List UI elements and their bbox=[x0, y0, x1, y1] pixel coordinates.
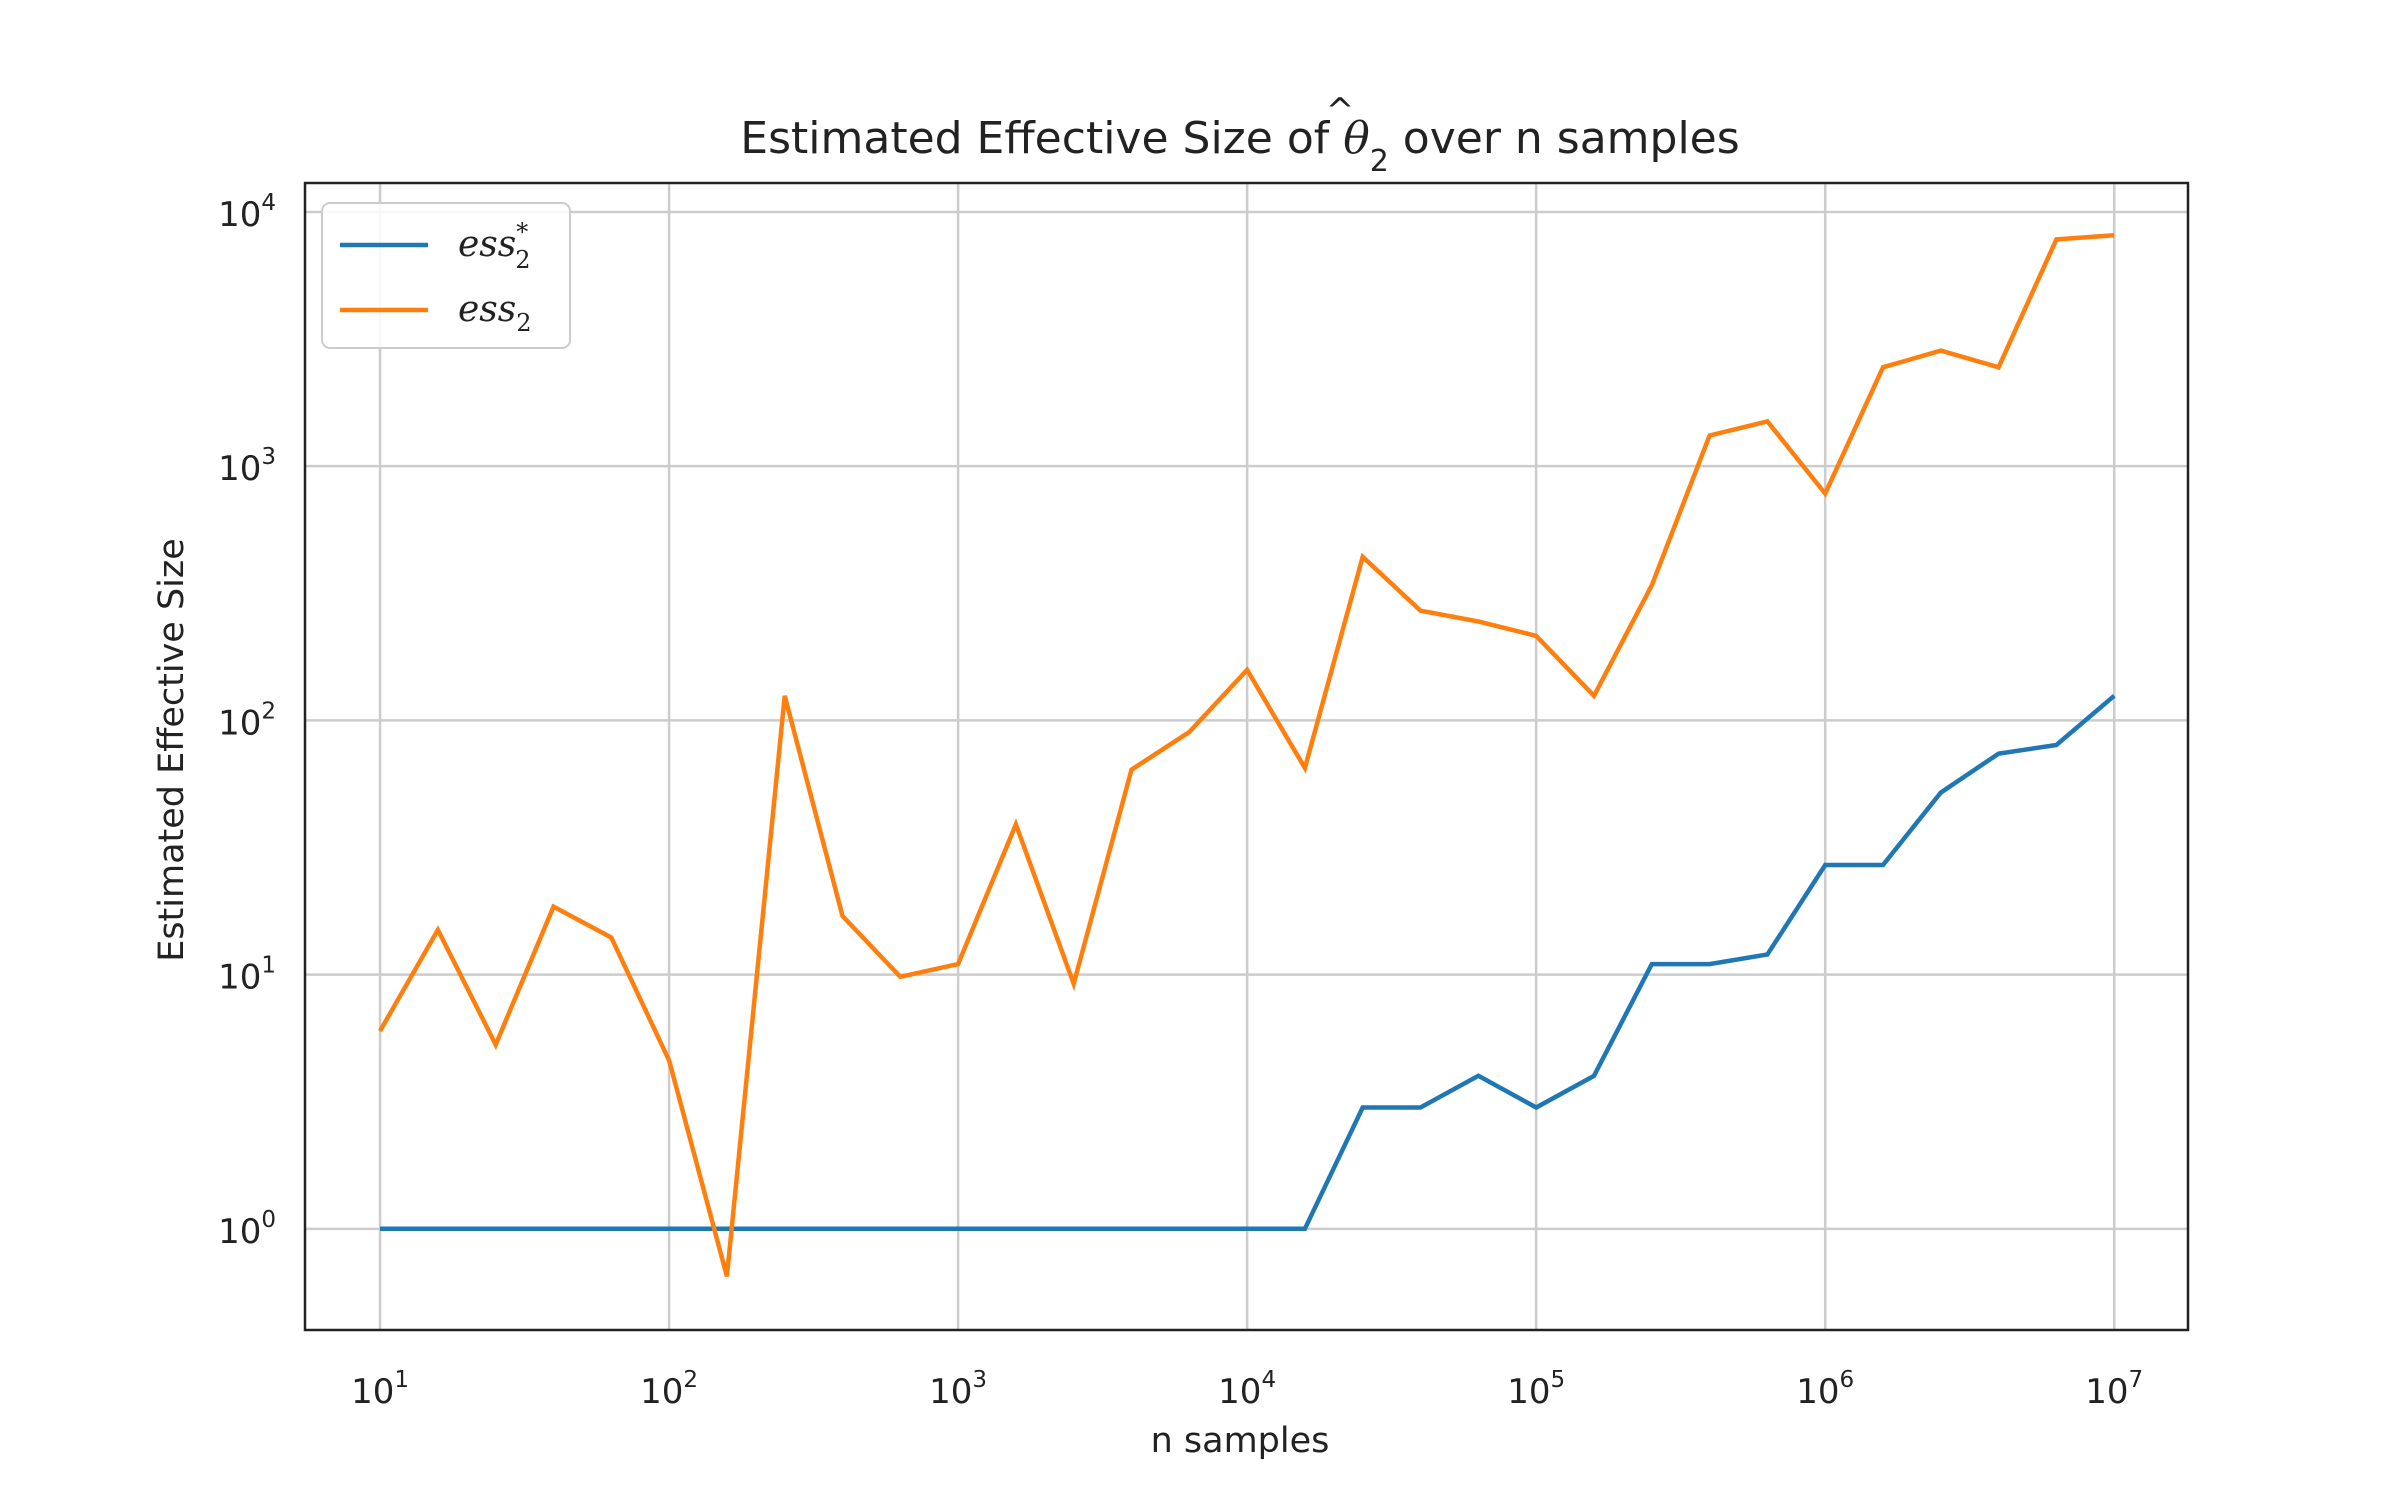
y-tick-label: 101 bbox=[218, 953, 276, 998]
x-tick-label: 102 bbox=[640, 1367, 698, 1412]
legend-label-1: ess* 2 bbox=[458, 218, 531, 274]
y-axis-label: Estimated Effective Size bbox=[152, 538, 192, 962]
x-tick-label: 105 bbox=[1507, 1367, 1565, 1412]
y-tick-label: 104 bbox=[218, 190, 276, 235]
title-hat-accent: ^ bbox=[1326, 91, 1355, 131]
legend-box bbox=[321, 202, 571, 349]
x-tick-label: 107 bbox=[2085, 1367, 2143, 1412]
series-line-2 bbox=[378, 232, 2115, 1277]
y-tick-label: 103 bbox=[218, 444, 276, 489]
legend-label-2: ess2 bbox=[458, 289, 532, 337]
chart-title: Estimated Effective Size of θ2 over n sa… bbox=[740, 113, 1739, 179]
grid bbox=[305, 183, 2188, 1330]
x-axis-ticks: 101 102 103 104 105 106 107 bbox=[351, 1367, 2143, 1412]
y-tick-label: 102 bbox=[218, 698, 276, 743]
series-layer bbox=[378, 232, 2116, 1277]
series-line-1 bbox=[380, 694, 2116, 1232]
x-tick-label: 106 bbox=[1796, 1367, 1854, 1412]
plot-area-frame bbox=[303, 181, 2190, 1332]
x-tick-label: 104 bbox=[1218, 1367, 1276, 1412]
x-tick-label: 101 bbox=[351, 1367, 409, 1412]
legend: ess* 2 ess2 bbox=[321, 202, 571, 349]
y-tick-label: 100 bbox=[218, 1207, 276, 1252]
y-axis-ticks: 100 101 102 103 104 bbox=[218, 190, 276, 1252]
x-axis-label: n samples bbox=[1151, 1421, 1330, 1461]
x-tick-label: 103 bbox=[929, 1367, 987, 1412]
